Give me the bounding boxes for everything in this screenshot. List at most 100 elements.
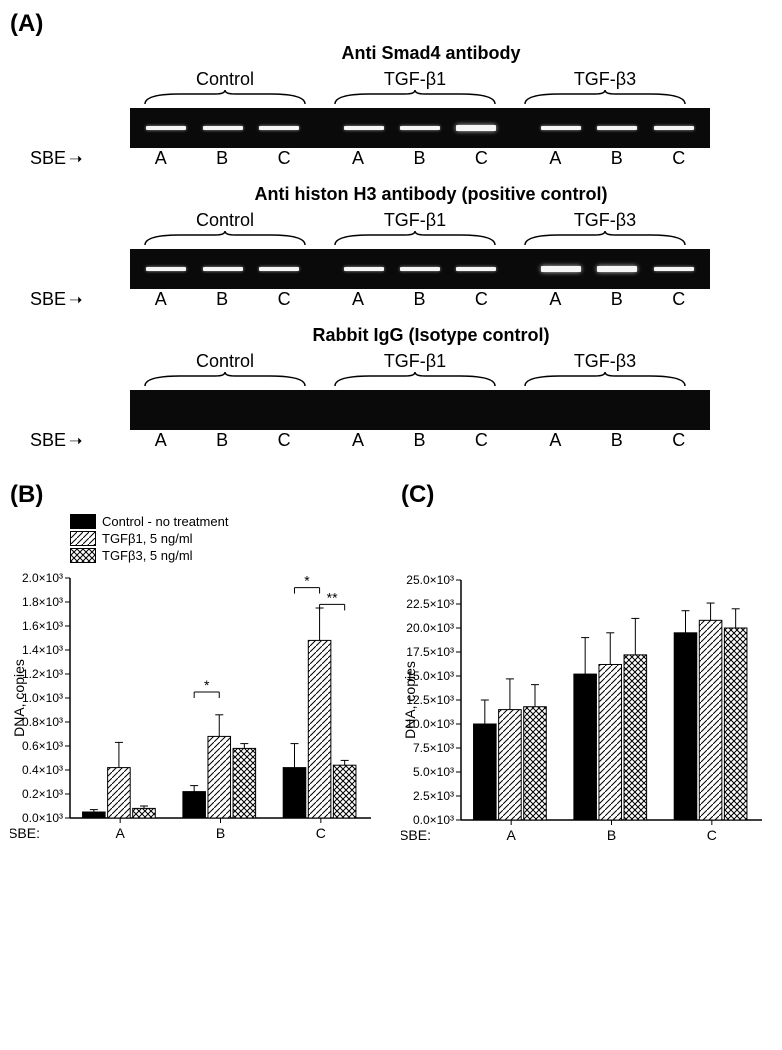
lane-letter: A: [155, 289, 167, 310]
lane-letter: A: [155, 148, 167, 169]
lane-labels: ABCABCABC: [130, 148, 710, 169]
group-label: TGF-β3: [520, 351, 690, 372]
lane-letter: B: [611, 148, 623, 169]
sbe-row: SBE➝ABCABCABC: [10, 430, 772, 451]
gel-lane-group: [525, 108, 710, 148]
group-label: TGF-β1: [330, 351, 500, 372]
svg-text:5.0×10³: 5.0×10³: [413, 765, 454, 779]
brace: [330, 231, 500, 249]
svg-text:1.4×10³: 1.4×10³: [22, 643, 63, 657]
bar: [233, 748, 256, 818]
gel-band: [654, 267, 694, 271]
lane-label-group: ABC: [525, 148, 710, 169]
gel-band: [400, 267, 440, 271]
gel-image: [130, 249, 710, 289]
lane-letter: B: [611, 289, 623, 310]
bar: [724, 628, 747, 820]
legend-swatch-diag: [70, 531, 96, 546]
svg-text:C: C: [707, 827, 717, 843]
gel-band: [146, 267, 186, 271]
gel-band: [541, 266, 581, 272]
gel-band: [259, 267, 299, 271]
brace: [330, 90, 500, 108]
svg-text:25.0×10³: 25.0×10³: [406, 573, 454, 587]
group-label: Control: [140, 69, 310, 90]
gel-band: [203, 267, 243, 271]
panel-b: (B) Control - no treatment TGFβ1, 5 ng/m…: [10, 481, 381, 860]
svg-text:DNA, copies: DNA, copies: [402, 661, 418, 739]
svg-text:20.0×10³: 20.0×10³: [406, 621, 454, 635]
bar: [308, 640, 331, 818]
gel-lane-group: [327, 390, 512, 430]
lane-letter: A: [352, 430, 364, 451]
bar: [83, 812, 106, 818]
lane-letter: B: [611, 430, 623, 451]
lane-letter: B: [216, 289, 228, 310]
gel-band: [541, 126, 581, 130]
gel-lane-group: [525, 249, 710, 289]
lane-label-group: ABC: [130, 148, 315, 169]
gel-lane-group: [327, 249, 512, 289]
chart-c-svg: 0.0×10³2.5×10³5.0×10³7.5×10³10.0×10³12.5…: [401, 570, 772, 860]
svg-text:SBE:: SBE:: [10, 825, 40, 841]
svg-text:**: **: [327, 589, 338, 605]
svg-text:17.5×10³: 17.5×10³: [406, 645, 454, 659]
svg-text:A: A: [506, 827, 516, 843]
chart-b-wrapper: 0.0×10³0.2×10³0.4×10³0.6×10³0.8×10³1.0×1…: [10, 568, 381, 858]
panel-c: (C) 0.0×10³2.5×10³5.0×10³7.5×10³10.0×10³…: [401, 481, 772, 860]
gel-lane-group: [525, 390, 710, 430]
lane-letter: B: [216, 430, 228, 451]
panel-a-label: (A): [10, 10, 772, 38]
brace: [520, 372, 690, 390]
gel-block: Anti histon H3 antibody (positive contro…: [10, 184, 772, 310]
gel-band: [344, 126, 384, 130]
gel-band: [597, 126, 637, 130]
svg-text:0.8×10³: 0.8×10³: [22, 715, 63, 729]
sbe-row: SBE➝ABCABCABC: [10, 148, 772, 169]
svg-text:0.4×10³: 0.4×10³: [22, 763, 63, 777]
bar: [674, 633, 697, 820]
bar: [183, 792, 206, 818]
legend-item-tgfb1: TGFβ1, 5 ng/ml: [70, 531, 381, 546]
lane-letter: A: [352, 148, 364, 169]
sbe-label: SBE➝: [30, 148, 82, 169]
group-label: TGF-β1: [330, 69, 500, 90]
bar: [699, 620, 722, 820]
svg-text:C: C: [316, 825, 326, 841]
gel-band: [203, 126, 243, 130]
svg-text:22.5×10³: 22.5×10³: [406, 597, 454, 611]
svg-text:7.5×10³: 7.5×10³: [413, 741, 454, 755]
bar: [574, 674, 597, 820]
gel-block: Anti Smad4 antibodyControlTGF-β1TGF-β3SB…: [10, 43, 772, 169]
gel-lane-group: [130, 249, 315, 289]
gel-band: [259, 126, 299, 130]
svg-text:*: *: [204, 677, 210, 693]
lane-label-group: ABC: [525, 289, 710, 310]
legend-text-tgfb1: TGFβ1, 5 ng/ml: [102, 531, 193, 546]
sbe-label: SBE➝: [30, 430, 82, 451]
svg-text:1.8×10³: 1.8×10³: [22, 595, 63, 609]
figure-container: (A) Anti Smad4 antibodyControlTGF-β1TGF-…: [10, 10, 772, 860]
brace: [520, 231, 690, 249]
svg-text:1.6×10³: 1.6×10³: [22, 619, 63, 633]
legend-item-tgfb3: TGFβ3, 5 ng/ml: [70, 548, 381, 563]
gel-image: [130, 108, 710, 148]
lane-letter: C: [475, 148, 488, 169]
gel-band: [146, 126, 186, 130]
braces-row: [130, 372, 700, 390]
lane-label-group: ABC: [525, 430, 710, 451]
lane-labels: ABCABCABC: [130, 289, 710, 310]
gel-band: [456, 125, 496, 131]
brace: [140, 372, 310, 390]
svg-text:1.2×10³: 1.2×10³: [22, 667, 63, 681]
lane-letter: C: [475, 289, 488, 310]
bar: [624, 655, 647, 820]
lane-letter: C: [278, 148, 291, 169]
svg-text:B: B: [216, 825, 225, 841]
bottom-panels: (B) Control - no treatment TGFβ1, 5 ng/m…: [10, 481, 772, 860]
lane-label-group: ABC: [327, 289, 512, 310]
sbe-label: SBE➝: [30, 289, 82, 310]
lane-letter: A: [549, 430, 561, 451]
lane-label-group: ABC: [130, 289, 315, 310]
panel-b-label: (B): [10, 481, 381, 509]
